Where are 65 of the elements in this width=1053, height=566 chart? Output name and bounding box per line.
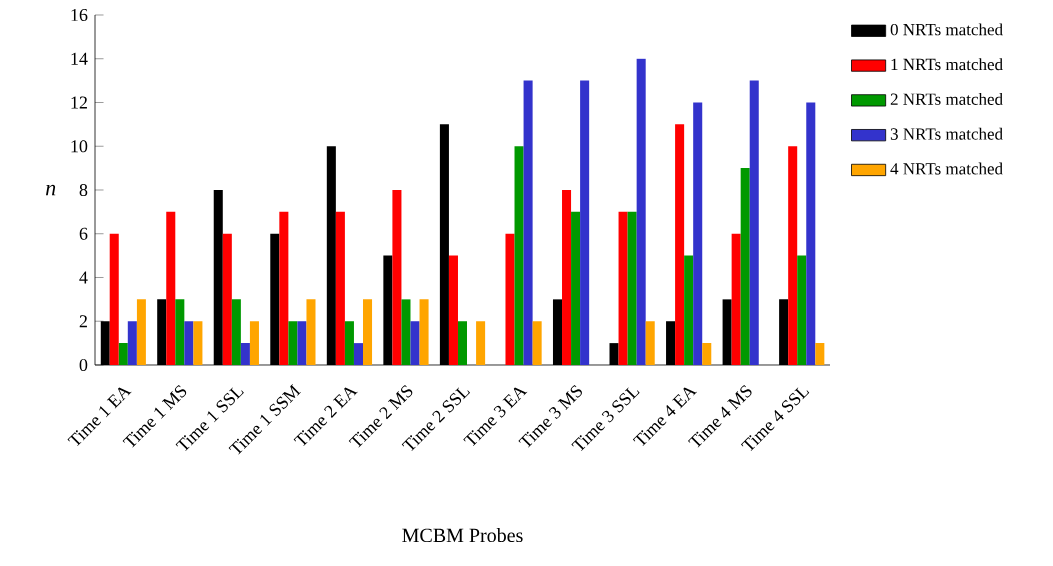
bar	[571, 211, 581, 365]
bar	[288, 321, 298, 365]
bar	[523, 80, 533, 365]
bar	[401, 299, 411, 365]
x-axis-title: MCBM Probes	[402, 528, 523, 543]
y-tick-label: 4	[79, 271, 88, 284]
bar	[231, 299, 241, 365]
legend-label: 0 NRTs matched	[890, 23, 1003, 36]
bar	[419, 299, 429, 365]
bar	[136, 299, 146, 365]
y-tick-label: 16	[71, 8, 88, 22]
bar	[693, 102, 703, 365]
bar	[335, 211, 345, 365]
bar	[175, 299, 185, 365]
bar	[392, 189, 402, 365]
bar	[457, 321, 468, 365]
bar	[410, 321, 420, 365]
bar	[118, 343, 128, 365]
bar	[353, 343, 363, 365]
bar	[240, 343, 250, 365]
bar	[514, 146, 524, 365]
y-tick-label: 14	[71, 52, 88, 65]
y-tick-label: 0	[79, 358, 88, 372]
bar	[249, 321, 259, 365]
legend-label: 3 NRTs matched	[890, 127, 1003, 140]
y-tick-label: 2	[79, 315, 87, 328]
bar	[532, 321, 542, 365]
bar	[684, 255, 694, 365]
y-axis-title: n	[46, 184, 56, 196]
bar	[505, 233, 515, 365]
bar	[279, 211, 289, 365]
bar	[344, 321, 354, 365]
legend-label: 4 NRTs matched	[890, 162, 1003, 175]
y-tick-label: 6	[79, 227, 88, 240]
legend-label: 1 NRTs matched	[891, 58, 1003, 71]
bar	[184, 321, 194, 365]
bar	[731, 233, 741, 365]
bar	[476, 321, 486, 365]
bar	[645, 321, 655, 365]
bar	[636, 58, 646, 365]
bar	[306, 299, 316, 365]
bar	[448, 255, 458, 365]
y-tick-label: 10	[71, 140, 88, 153]
bar	[127, 321, 137, 365]
bar	[740, 168, 750, 365]
bar	[363, 299, 373, 365]
bar	[749, 80, 759, 365]
bar	[702, 343, 712, 365]
bar	[675, 124, 685, 365]
bar	[109, 233, 119, 365]
y-tick-label: 8	[79, 183, 88, 197]
bar	[788, 146, 798, 365]
bar	[222, 233, 232, 365]
bar	[166, 211, 176, 365]
bar	[297, 321, 307, 365]
bar	[815, 343, 825, 365]
bar	[618, 211, 628, 365]
bar	[193, 321, 203, 365]
bar	[562, 189, 572, 365]
bar	[797, 255, 807, 365]
y-tick-label: 12	[71, 96, 87, 109]
legend-label: 2 NRTs matched	[890, 92, 1003, 105]
bar	[580, 80, 590, 365]
bar	[627, 211, 637, 365]
bar	[806, 102, 816, 365]
